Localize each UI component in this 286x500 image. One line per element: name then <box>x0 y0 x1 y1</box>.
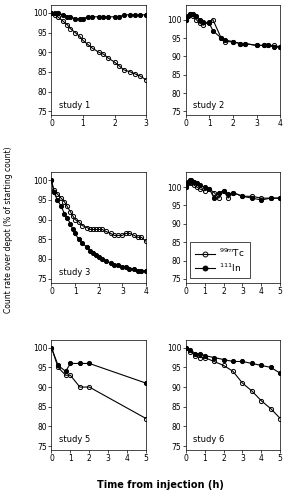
Text: study 4: study 4 <box>193 268 225 277</box>
Text: study 5: study 5 <box>59 436 90 444</box>
Text: study 6: study 6 <box>193 436 225 444</box>
Text: study 3: study 3 <box>59 268 90 277</box>
Text: Count rate over depot (% of starting count): Count rate over depot (% of starting cou… <box>4 146 13 314</box>
Text: study 2: study 2 <box>193 100 225 110</box>
Legend: $^{99m}$Tc, $^{111}$In: $^{99m}$Tc, $^{111}$In <box>190 242 249 278</box>
Text: Time from injection (h): Time from injection (h) <box>97 480 224 490</box>
Text: study 1: study 1 <box>59 100 90 110</box>
